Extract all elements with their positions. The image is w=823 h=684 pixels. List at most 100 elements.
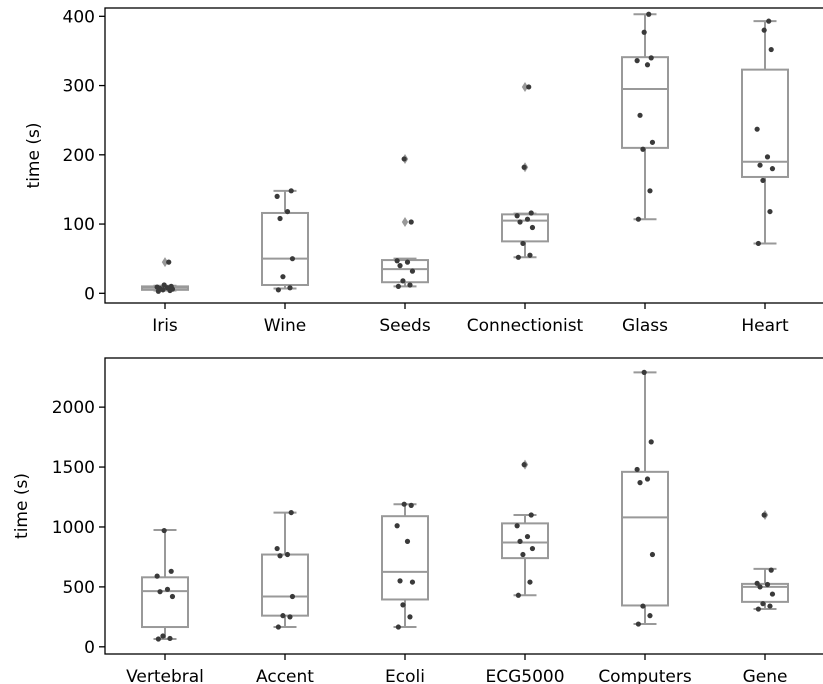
bottom-x-tick-label-4: Computers [598, 667, 692, 684]
bottom-x-tick-label-0: Vertebral [126, 667, 204, 684]
top-y-tick-label-4: 400 [63, 7, 95, 27]
bottom-point-3-1 [527, 579, 533, 585]
top-point-4-6 [634, 58, 640, 64]
bottom-box-5 [741, 509, 789, 611]
top-x-tick-label-0: Iris [152, 316, 178, 336]
bottom-x-tick-label-2: Ecoli [385, 667, 425, 684]
interquartile-box [381, 515, 429, 601]
interquartile-box [381, 259, 429, 284]
top-point-3-4 [517, 219, 523, 225]
bottom-point-3-3 [529, 545, 536, 552]
bottom-point-0-2 [160, 633, 166, 639]
interquartile-box [741, 68, 789, 178]
top-point-4-1 [647, 188, 653, 194]
bottom-point-5-5 [764, 581, 771, 588]
bottom-point-5-6 [754, 580, 760, 586]
bottom-point-0-6 [154, 573, 160, 579]
bottom-point-2-4 [397, 578, 403, 584]
bottom-point-1-4 [277, 553, 283, 559]
bottom-point-2-5 [404, 538, 411, 544]
bottom-point-5-4 [757, 584, 763, 590]
bottom-point-4-4 [637, 480, 643, 486]
bottom-point-1-6 [274, 545, 280, 552]
top-point-5-2 [760, 177, 766, 184]
top-point-5-8 [761, 27, 767, 33]
bottom-point-0-8 [161, 527, 167, 534]
top-point-4-9 [646, 11, 652, 17]
bottom-point-2-3 [409, 579, 416, 585]
bottom-point-5-0 [755, 606, 761, 612]
bottom-plot-frame [104, 357, 823, 655]
top-point-4-4 [637, 112, 643, 118]
interquartile-box [501, 522, 549, 560]
top-point-4-0 [635, 216, 641, 222]
top-box-plot-panel: 0 100 200 300 400 Iris Wine Seeds Connectionist G… [24, 7, 823, 336]
bottom-point-0-0 [155, 636, 161, 642]
bottom-y-axis-label: time (s) [12, 473, 32, 539]
interquartile-box [141, 576, 189, 629]
top-outlier-3-1 [521, 81, 529, 92]
bottom-point-5-7 [768, 567, 774, 573]
top-point-1-2 [280, 274, 286, 280]
bottom-box-0 [141, 528, 189, 641]
top-point-2-5 [404, 259, 411, 265]
bottom-box-plot-panel: 0 500 1000 1500 2000 Vertebral Accent Ecoli ECG5… [12, 357, 823, 684]
top-point-5-4 [757, 162, 763, 168]
bottom-box-4 [621, 371, 669, 626]
top-point-1-7 [288, 188, 294, 194]
top-box-5 [741, 20, 789, 245]
bottom-point-1-1 [287, 614, 293, 620]
bottom-point-0-4 [157, 589, 163, 595]
top-point-0-6 [154, 284, 160, 290]
bottom-point-2-2 [400, 602, 406, 608]
top-point-3-0 [515, 254, 521, 260]
bottom-point-3-5 [524, 533, 531, 540]
top-point-1-3 [289, 256, 296, 262]
top-outlier-0-0 [161, 257, 169, 268]
bottom-x-tick-label-5: Gene [743, 667, 788, 684]
top-y-tick-label-3: 300 [63, 77, 95, 97]
top-x-tick-label-1: Wine [264, 316, 306, 336]
bottom-point-4-8 [641, 369, 647, 375]
top-point-5-6 [754, 126, 760, 132]
bottom-point-1-2 [280, 613, 286, 619]
top-point-2-4 [397, 263, 403, 269]
top-box-2 [381, 153, 429, 288]
bottom-point-4-2 [640, 603, 646, 609]
bottom-y-tick-label-3: 1500 [52, 458, 95, 478]
top-point-5-9 [766, 18, 772, 24]
bottom-box-3 [501, 459, 549, 597]
top-point-1-4 [277, 215, 283, 222]
top-point-3-8 [521, 164, 527, 170]
top-point-5-1 [767, 208, 773, 215]
top-point-0-7 [168, 283, 174, 289]
bottom-point-4-0 [635, 621, 641, 627]
bottom-y-tick-label-2: 1000 [52, 518, 95, 538]
bottom-point-3-8 [521, 462, 527, 468]
bottom-point-2-0 [395, 624, 401, 630]
top-box-4 [621, 13, 669, 221]
bottom-y-tick-label-4: 2000 [52, 398, 95, 418]
top-point-0-9 [166, 259, 172, 265]
bottom-point-3-7 [528, 512, 534, 518]
bottom-point-1-5 [284, 551, 291, 558]
top-point-1-6 [274, 193, 280, 199]
interquartile-box [261, 211, 309, 286]
bottom-point-0-5 [164, 586, 171, 592]
bottom-point-0-3 [169, 593, 176, 600]
interquartile-box [621, 470, 669, 607]
bottom-point-2-8 [401, 501, 407, 507]
top-point-3-7 [528, 210, 534, 216]
top-x-tick-label-4: Glass [622, 316, 668, 336]
bottom-point-2-1 [407, 614, 413, 620]
bottom-point-1-7 [288, 509, 294, 516]
bottom-x-tick-label-1: Accent [256, 667, 314, 684]
bottom-y-tick-label-1: 500 [63, 578, 95, 598]
bottom-point-5-2 [760, 601, 766, 607]
bottom-point-1-3 [289, 593, 296, 600]
top-point-3-9 [526, 84, 532, 90]
top-point-2-3 [409, 268, 416, 274]
top-point-5-3 [769, 166, 776, 172]
top-point-3-1 [527, 252, 533, 258]
